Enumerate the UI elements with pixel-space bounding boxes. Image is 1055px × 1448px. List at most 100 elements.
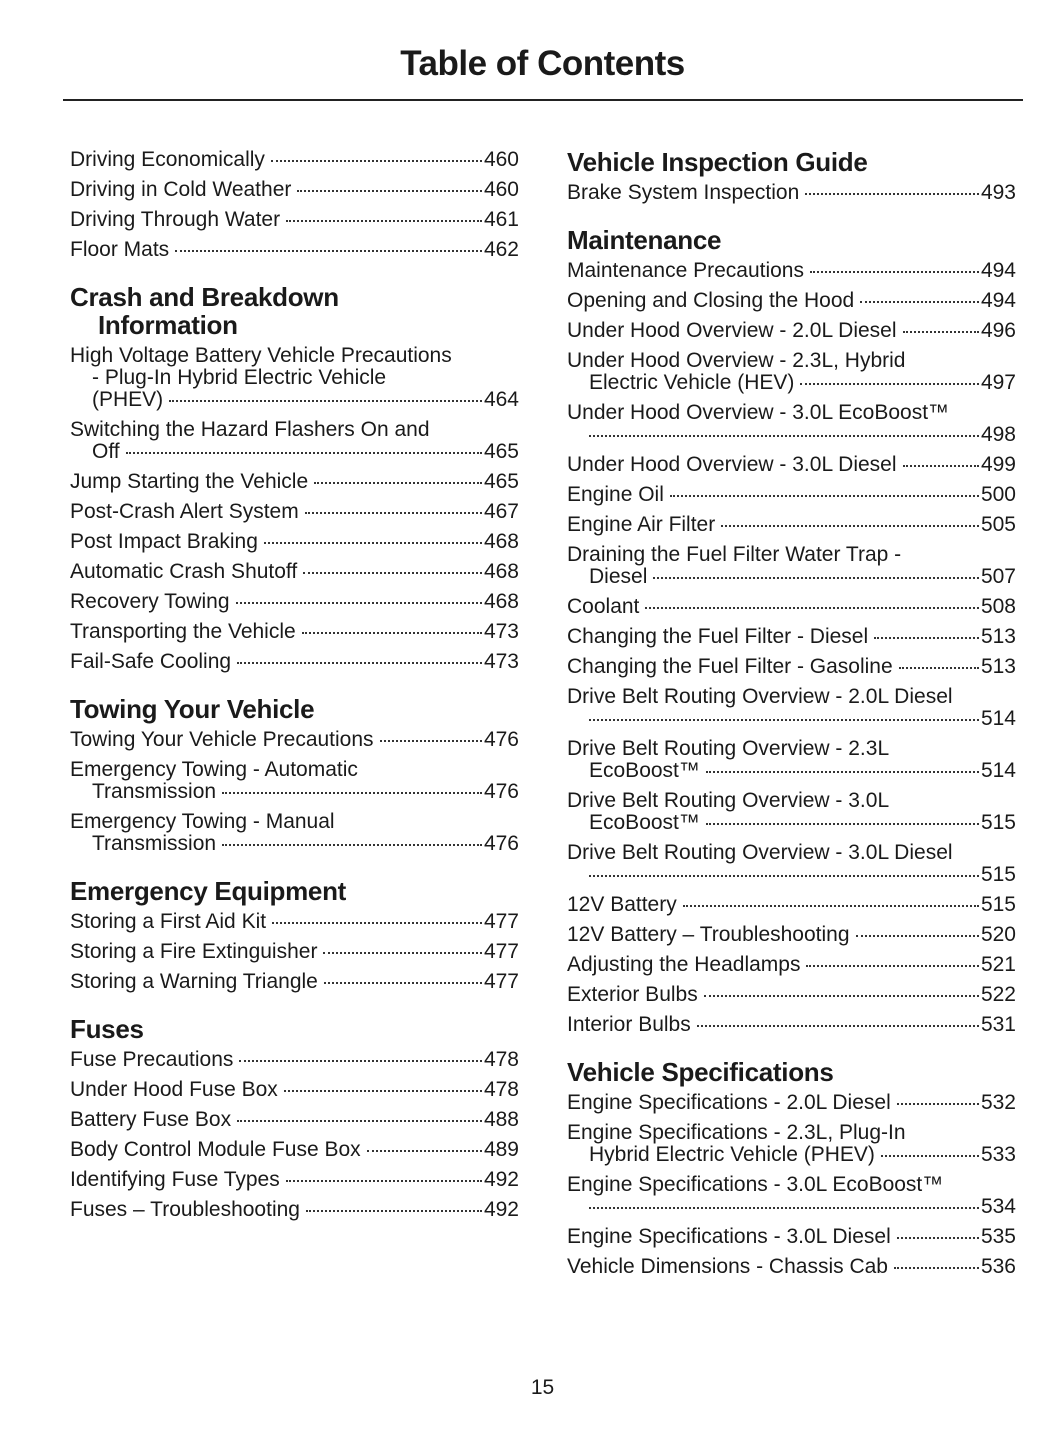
toc-entry[interactable]: 12V Battery – Troubleshooting 520 (567, 924, 1016, 946)
toc-entry[interactable]: Body Control Module Fuse Box 489 (70, 1139, 519, 1161)
toc-entry-title: Under Hood Overview - 2.3L, Hybrid (567, 349, 906, 372)
toc-entry[interactable]: Storing a Warning Triangle 477 (70, 971, 519, 993)
dot-leader (286, 220, 482, 222)
toc-entry-page: 467 (483, 500, 519, 523)
toc-entry[interactable]: Recovery Towing 468 (70, 591, 519, 613)
toc-entry[interactable]: Emergency Towing - Manual Transmission 476 (70, 811, 519, 855)
toc-entry[interactable]: Automatic Crash Shutoff 468 (70, 561, 519, 583)
toc-entry-title: Jump Starting the Vehicle (70, 470, 309, 493)
toc-entry[interactable]: Drive Belt Routing Overview - 3.0L EcoBoo… (567, 790, 1016, 834)
toc-entry[interactable]: Engine Specifications - 2.3L, Plug-In Hyb… (567, 1122, 1016, 1166)
toc-entry-title: EcoBoost™ (589, 811, 700, 834)
toc-entry-page: 478 (483, 1078, 519, 1101)
toc-entry[interactable]: Floor Mats 462 (70, 239, 519, 261)
toc-entry-page: 492 (483, 1198, 519, 1221)
toc-entry[interactable]: Driving Through Water 461 (70, 209, 519, 231)
toc-entry[interactable]: Post Impact Braking 468 (70, 531, 519, 553)
toc-entry[interactable]: Drive Belt Routing Overview - 2.0L Diese… (567, 686, 1016, 730)
toc-entry-title: Engine Specifications - 3.0L Diesel (567, 1225, 891, 1248)
toc-entry-title: Emergency Towing - Automatic (70, 758, 358, 781)
toc-entry[interactable]: Adjusting the Headlamps 521 (567, 954, 1016, 976)
toc-column-right: Vehicle Inspection Guide Brake System Ins… (567, 148, 1016, 1286)
toc-entry[interactable]: Opening and Closing the Hood 494 (567, 290, 1016, 312)
toc-entry[interactable]: Identifying Fuse Types 492 (70, 1169, 519, 1191)
toc-entry[interactable]: 12V Battery 515 (567, 894, 1016, 916)
toc-entry[interactable]: Fuses – Troubleshooting 492 (70, 1199, 519, 1221)
toc-entry[interactable]: Fail-Safe Cooling 473 (70, 651, 519, 673)
toc-entry[interactable]: Engine Specifications - 3.0L Diesel 535 (567, 1226, 1016, 1248)
toc-entry[interactable]: Engine Oil 500 (567, 484, 1016, 506)
toc-entry-line: Transmission 476 (70, 833, 519, 855)
toc-entry-page: 515 (980, 893, 1016, 916)
toc-entry[interactable]: Jump Starting the Vehicle 465 (70, 471, 519, 493)
toc-entry-line: 534 (567, 1196, 1016, 1218)
toc-entry-title: Engine Specifications - 2.0L Diesel (567, 1091, 891, 1114)
toc-entry[interactable]: Engine Air Filter 505 (567, 514, 1016, 536)
toc-entry[interactable]: Battery Fuse Box 488 (70, 1109, 519, 1131)
toc-entry-line: 514 (567, 708, 1016, 730)
toc-entry[interactable]: Draining the Fuel Filter Water Trap - Die… (567, 544, 1016, 588)
toc-entry[interactable]: Brake System Inspection 493 (567, 182, 1016, 204)
toc-entry[interactable]: Under Hood Overview - 3.0L EcoBoost™ 498 (567, 402, 1016, 446)
section-heading-line: Vehicle Specifications (567, 1057, 834, 1087)
toc-entry-title: Body Control Module Fuse Box (70, 1138, 361, 1161)
toc-entry[interactable]: Storing a Fire Extinguisher 477 (70, 941, 519, 963)
toc-entry-title: Drive Belt Routing Overview - 3.0L Diese… (567, 841, 953, 864)
dot-leader (893, 1267, 979, 1269)
toc-entry-line: Jump Starting the Vehicle 465 (70, 471, 519, 493)
toc-entry-line: Drive Belt Routing Overview - 3.0L (567, 790, 1016, 812)
toc-entry-page: 465 (483, 440, 519, 463)
section-heading: Vehicle Inspection Guide (567, 148, 1016, 176)
toc-entry-line: Storing a Fire Extinguisher 477 (70, 941, 519, 963)
toc-entry[interactable]: Emergency Towing - Automatic Transmission… (70, 759, 519, 803)
toc-entry[interactable]: Changing the Fuel Filter - Gasoline 513 (567, 656, 1016, 678)
toc-entry[interactable]: Under Hood Fuse Box 478 (70, 1079, 519, 1101)
toc-entry[interactable]: Under Hood Overview - 2.0L Diesel 496 (567, 320, 1016, 342)
toc-entry[interactable]: High Voltage Battery Vehicle Precautions… (70, 345, 519, 411)
toc-entry-line: Floor Mats 462 (70, 239, 519, 261)
toc-entry-line: Maintenance Precautions 494 (567, 260, 1016, 282)
dot-leader (880, 1155, 979, 1157)
toc-entry[interactable]: Maintenance Precautions 494 (567, 260, 1016, 282)
toc-entry[interactable]: Switching the Hazard Flashers On and Off 4… (70, 419, 519, 463)
toc-entry-line: Under Hood Overview - 2.3L, Hybrid (567, 350, 1016, 372)
toc-entry-title: Storing a Warning Triangle (70, 970, 318, 993)
toc-entry-title: (PHEV) (92, 388, 164, 411)
toc-entry[interactable]: Fuse Precautions 478 (70, 1049, 519, 1071)
toc-entry[interactable]: Storing a First Aid Kit 477 (70, 911, 519, 933)
toc-entry-title: Hybrid Electric Vehicle (PHEV) (589, 1143, 875, 1166)
toc-entry-line: Off 465 (70, 441, 519, 463)
toc-entry[interactable]: Engine Specifications - 2.0L Diesel 532 (567, 1092, 1016, 1114)
toc-entry[interactable]: Driving Economically 460 (70, 149, 519, 171)
toc-entry[interactable]: Coolant 508 (567, 596, 1016, 618)
toc-entry[interactable]: Engine Specifications - 3.0L EcoBoost™ 53… (567, 1174, 1016, 1218)
dot-leader (235, 602, 482, 604)
toc-entry-page: 521 (980, 953, 1016, 976)
toc-entry[interactable]: Under Hood Overview - 2.3L, Hybrid Electr… (567, 350, 1016, 394)
toc-entry-title: Under Hood Fuse Box (70, 1078, 278, 1101)
toc-entry-title: Identifying Fuse Types (70, 1168, 280, 1191)
toc-entry[interactable]: Interior Bulbs 531 (567, 1014, 1016, 1036)
toc-entry-title: Coolant (567, 595, 640, 618)
toc-entry-line: (PHEV) 464 (70, 389, 519, 411)
toc-entry[interactable]: Vehicle Dimensions - Chassis Cab 536 (567, 1256, 1016, 1278)
toc-entry-title: Storing a First Aid Kit (70, 910, 267, 933)
toc-entry-line: Diesel 507 (567, 566, 1016, 588)
toc-entry[interactable]: Post-Crash Alert System 467 (70, 501, 519, 523)
toc-entry[interactable]: Towing Your Vehicle Precautions 476 (70, 729, 519, 751)
toc-entry[interactable]: Drive Belt Routing Overview - 2.3L EcoBoo… (567, 738, 1016, 782)
toc-entry-line: - Plug-In Hybrid Electric Vehicle (70, 367, 519, 389)
toc-entry[interactable]: Changing the Fuel Filter - Diesel 513 (567, 626, 1016, 648)
toc-entry-page: 520 (980, 923, 1016, 946)
toc-entry-page: 468 (483, 530, 519, 553)
toc-entry-title: Driving Through Water (70, 208, 281, 231)
dot-leader (222, 844, 482, 846)
toc-entry-line: Hybrid Electric Vehicle (PHEV) 533 (567, 1144, 1016, 1166)
toc-entry[interactable]: Drive Belt Routing Overview - 3.0L Diese… (567, 842, 1016, 886)
toc-entry[interactable]: Driving in Cold Weather 460 (70, 179, 519, 201)
dot-leader (379, 740, 482, 742)
dot-leader (800, 383, 979, 385)
toc-entry[interactable]: Transporting the Vehicle 473 (70, 621, 519, 643)
toc-entry[interactable]: Exterior Bulbs 522 (567, 984, 1016, 1006)
toc-entry[interactable]: Under Hood Overview - 3.0L Diesel 499 (567, 454, 1016, 476)
